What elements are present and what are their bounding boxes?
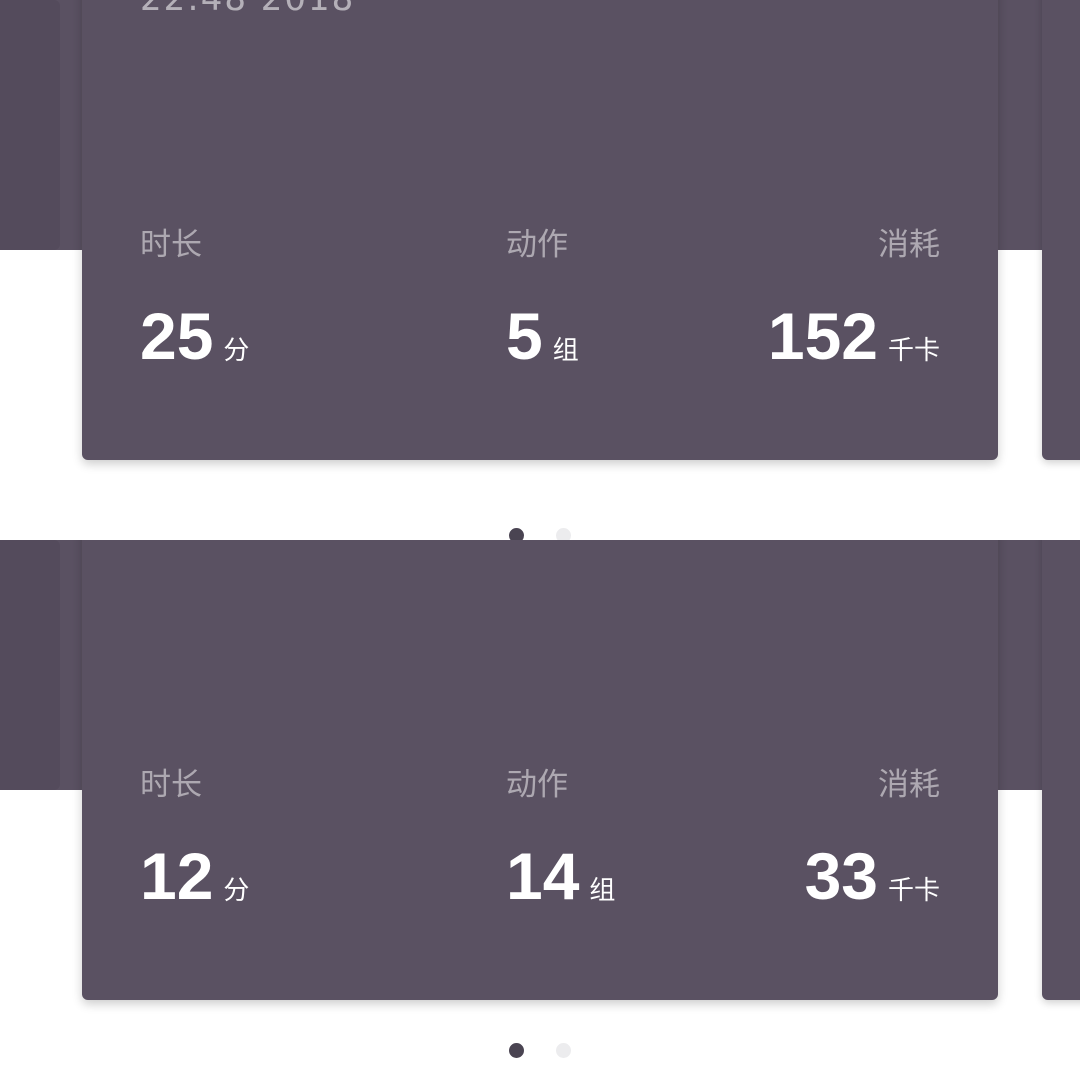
- stat-calories-unit: 千卡: [887, 876, 940, 906]
- stat-moves: 动作 14 组: [506, 767, 615, 910]
- stat-calories-value-row: 152 千卡: [768, 303, 940, 369]
- workout-summary-card[interactable]: 时长 12 分 动作 14 组 消耗 33 千卡: [82, 540, 998, 1000]
- stat-calories-value-row: 33 千卡: [805, 843, 940, 909]
- card-date-title: 22:48 2018: [140, 0, 355, 16]
- stat-moves-value-row: 14 组: [506, 843, 615, 909]
- stat-duration: 时长 25 分: [140, 227, 249, 370]
- stat-calories-label: 消耗: [878, 227, 940, 263]
- stat-moves-value: 14: [506, 839, 580, 913]
- page-dot-inactive[interactable]: [556, 528, 571, 540]
- page-indicator: [509, 1043, 571, 1058]
- previous-card-peek[interactable]: [0, 0, 60, 250]
- page-dot-inactive[interactable]: [556, 1043, 571, 1058]
- stat-duration-value: 25: [140, 299, 214, 373]
- stat-calories-value: 33: [804, 839, 878, 913]
- previous-card-peek[interactable]: [0, 540, 60, 790]
- stat-duration-value-row: 12 分: [140, 843, 249, 909]
- stat-moves-label: 动作: [506, 227, 568, 263]
- stat-calories-label: 消耗: [878, 767, 940, 803]
- workout-section-2: 时长 12 分 动作 14 组 消耗 33 千卡: [0, 540, 1080, 1080]
- stat-moves-label: 动作: [506, 767, 568, 803]
- stat-duration: 时长 12 分: [140, 767, 249, 910]
- next-card-peek[interactable]: [1042, 0, 1080, 460]
- stat-moves-unit: 组: [552, 336, 579, 366]
- stat-moves-value: 5: [506, 299, 543, 373]
- stat-duration-label: 时长: [140, 227, 202, 263]
- stat-calories: 消耗 33 千卡: [805, 767, 940, 910]
- stat-calories-unit: 千卡: [887, 336, 940, 366]
- stat-duration-unit: 分: [223, 876, 250, 906]
- stat-moves-unit: 组: [589, 876, 616, 906]
- stat-duration-value-row: 25 分: [140, 303, 249, 369]
- next-card-peek[interactable]: [1042, 540, 1080, 1000]
- stat-duration-unit: 分: [223, 336, 250, 366]
- stat-calories: 消耗 152 千卡: [768, 227, 940, 370]
- page-dot-active[interactable]: [509, 528, 524, 540]
- stat-duration-label: 时长: [140, 767, 202, 803]
- stat-calories-value: 152: [767, 299, 878, 373]
- stat-duration-value: 12: [140, 839, 214, 913]
- page-dot-active[interactable]: [509, 1043, 524, 1058]
- page-indicator: [509, 528, 571, 540]
